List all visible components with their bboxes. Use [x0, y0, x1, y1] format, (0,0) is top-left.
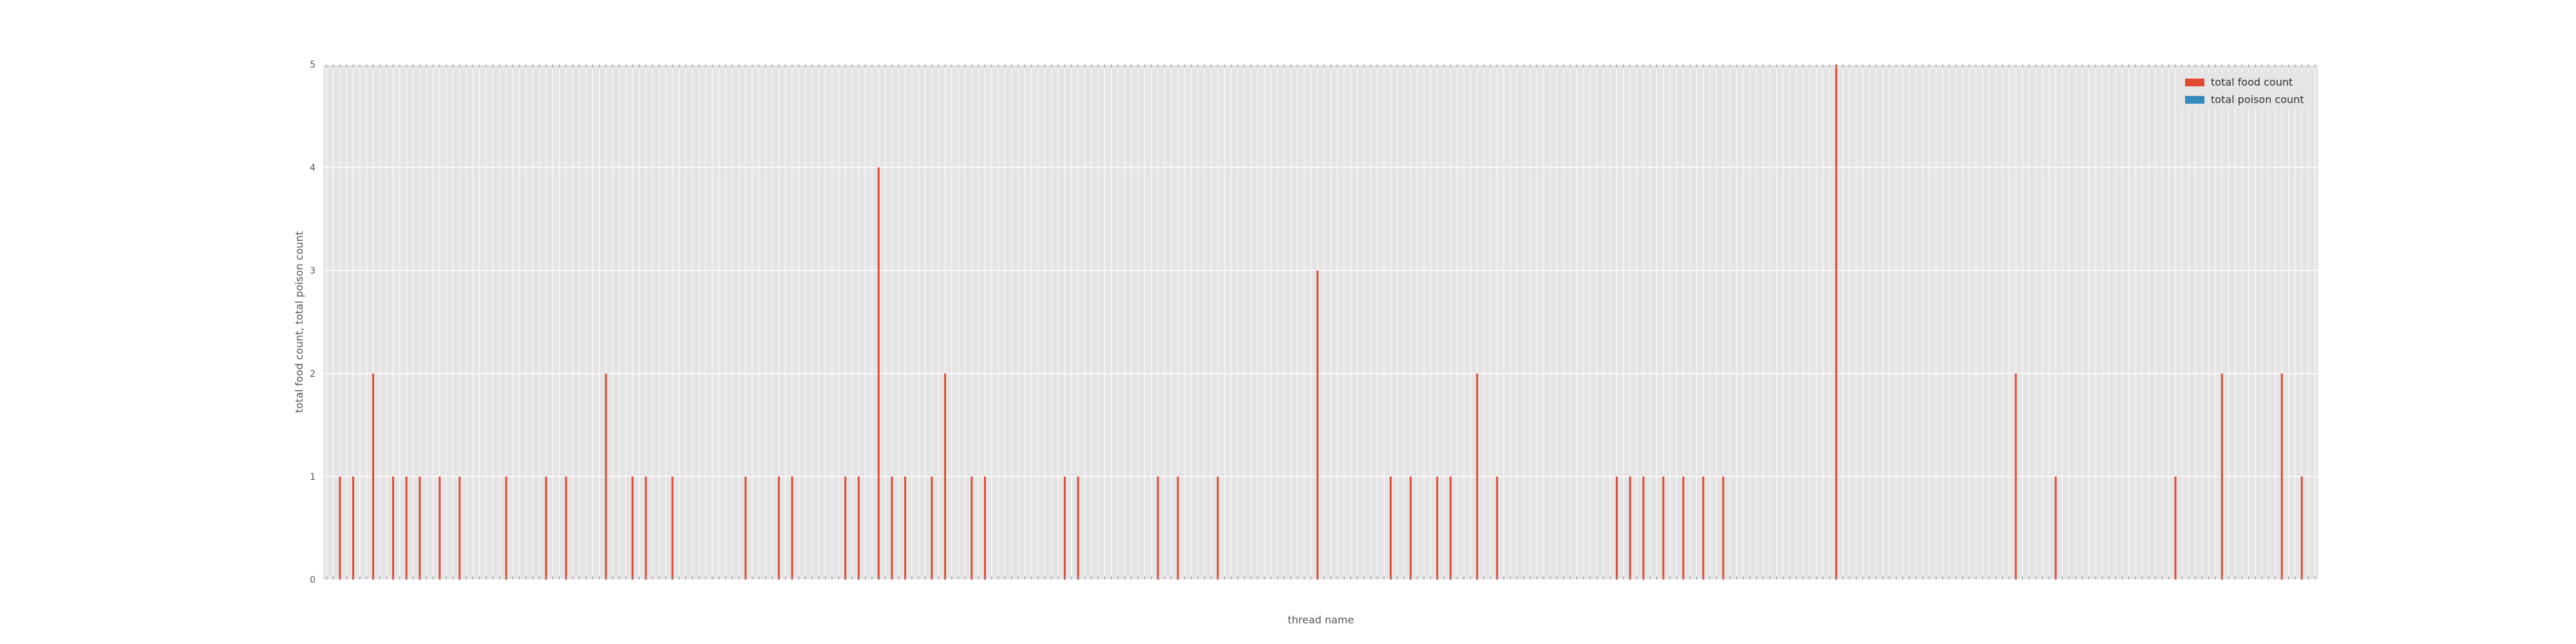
- bar-total-food-count: [857, 477, 860, 580]
- bar-total-food-count: [1217, 477, 1219, 580]
- bar-total-food-count: [392, 477, 394, 580]
- bar-total-food-count: [605, 374, 607, 580]
- bar-total-food-count: [791, 477, 793, 580]
- bar-total-food-count: [352, 477, 354, 580]
- bar-total-food-count: [891, 477, 893, 580]
- bar-total-food-count: [931, 477, 933, 580]
- bar-total-food-count: [1177, 477, 1179, 580]
- bar-total-food-count: [1409, 477, 1412, 580]
- y-tick-label: 0: [310, 575, 316, 585]
- bar-total-food-count: [944, 374, 947, 580]
- bar-total-food-count: [877, 167, 880, 580]
- bar-total-food-count: [505, 477, 507, 580]
- bar-total-food-count: [1835, 64, 1837, 580]
- bar-total-food-count: [1616, 477, 1618, 580]
- bar-total-food-count: [1449, 477, 1452, 580]
- y-tick-label: 2: [310, 369, 316, 379]
- legend-label: total food count: [2211, 76, 2293, 88]
- y-axis-label: total food count, total poison count: [293, 231, 305, 413]
- y-tick-layer: 0 1 2 3 4 5: [310, 60, 316, 585]
- y-tick-label: 4: [310, 163, 316, 173]
- bar-total-food-count: [565, 477, 567, 580]
- bar-total-food-count: [2221, 374, 2223, 580]
- y-tick-label: 1: [310, 472, 316, 482]
- bar-total-food-count: [2280, 374, 2283, 580]
- bar-total-food-count: [1077, 477, 1079, 580]
- bar-total-food-count: [2174, 477, 2177, 580]
- bar-total-food-count: [1063, 477, 1066, 580]
- bar-total-food-count: [1642, 477, 1645, 580]
- bar-total-food-count: [1662, 477, 1665, 580]
- plot-background: [323, 64, 2318, 580]
- bar-total-food-count: [1702, 477, 1705, 580]
- bar-total-food-count: [984, 477, 987, 580]
- bar-total-food-count: [671, 477, 674, 580]
- bar-total-food-count: [1629, 477, 1631, 580]
- x-tick-layer: [326, 64, 2316, 580]
- grid-layer: [323, 64, 2318, 580]
- y-tick-label: 3: [310, 266, 316, 276]
- bar-total-food-count: [1496, 477, 1499, 580]
- bar-total-food-count: [1682, 477, 1685, 580]
- bars-layer: [339, 64, 2303, 580]
- bar-total-food-count: [372, 374, 374, 580]
- bar-total-food-count: [631, 477, 634, 580]
- y-tick-label: 5: [310, 60, 316, 70]
- bar-total-food-count: [459, 477, 461, 580]
- bar-total-food-count: [1157, 477, 1159, 580]
- bar-total-food-count: [419, 477, 421, 580]
- bar-total-food-count: [1316, 270, 1319, 580]
- bar-total-food-count: [339, 477, 341, 580]
- legend: total food count total poison count: [2180, 72, 2312, 108]
- bar-total-food-count: [1436, 477, 1439, 580]
- bar-total-food-count: [645, 477, 647, 580]
- bar-total-food-count: [545, 477, 547, 580]
- bar-total-food-count: [405, 477, 408, 580]
- bar-total-food-count: [2054, 477, 2057, 580]
- bar-total-food-count: [439, 477, 441, 580]
- legend-label: total poison count: [2211, 93, 2304, 106]
- bar-total-food-count: [1722, 477, 1725, 580]
- legend-swatch: [2185, 96, 2204, 104]
- bar-total-food-count: [971, 477, 973, 580]
- bar-total-food-count: [2014, 374, 2017, 580]
- bar-total-food-count: [1476, 374, 1479, 580]
- bar-total-food-count: [1389, 477, 1392, 580]
- bar-total-food-count: [844, 477, 847, 580]
- bar-total-food-count: [777, 477, 780, 580]
- bar-total-food-count: [744, 477, 747, 580]
- bar-total-food-count: [904, 477, 907, 580]
- x-axis-label: thread name: [1288, 614, 1354, 626]
- legend-swatch: [2185, 79, 2204, 86]
- bar-total-food-count: [2300, 477, 2303, 580]
